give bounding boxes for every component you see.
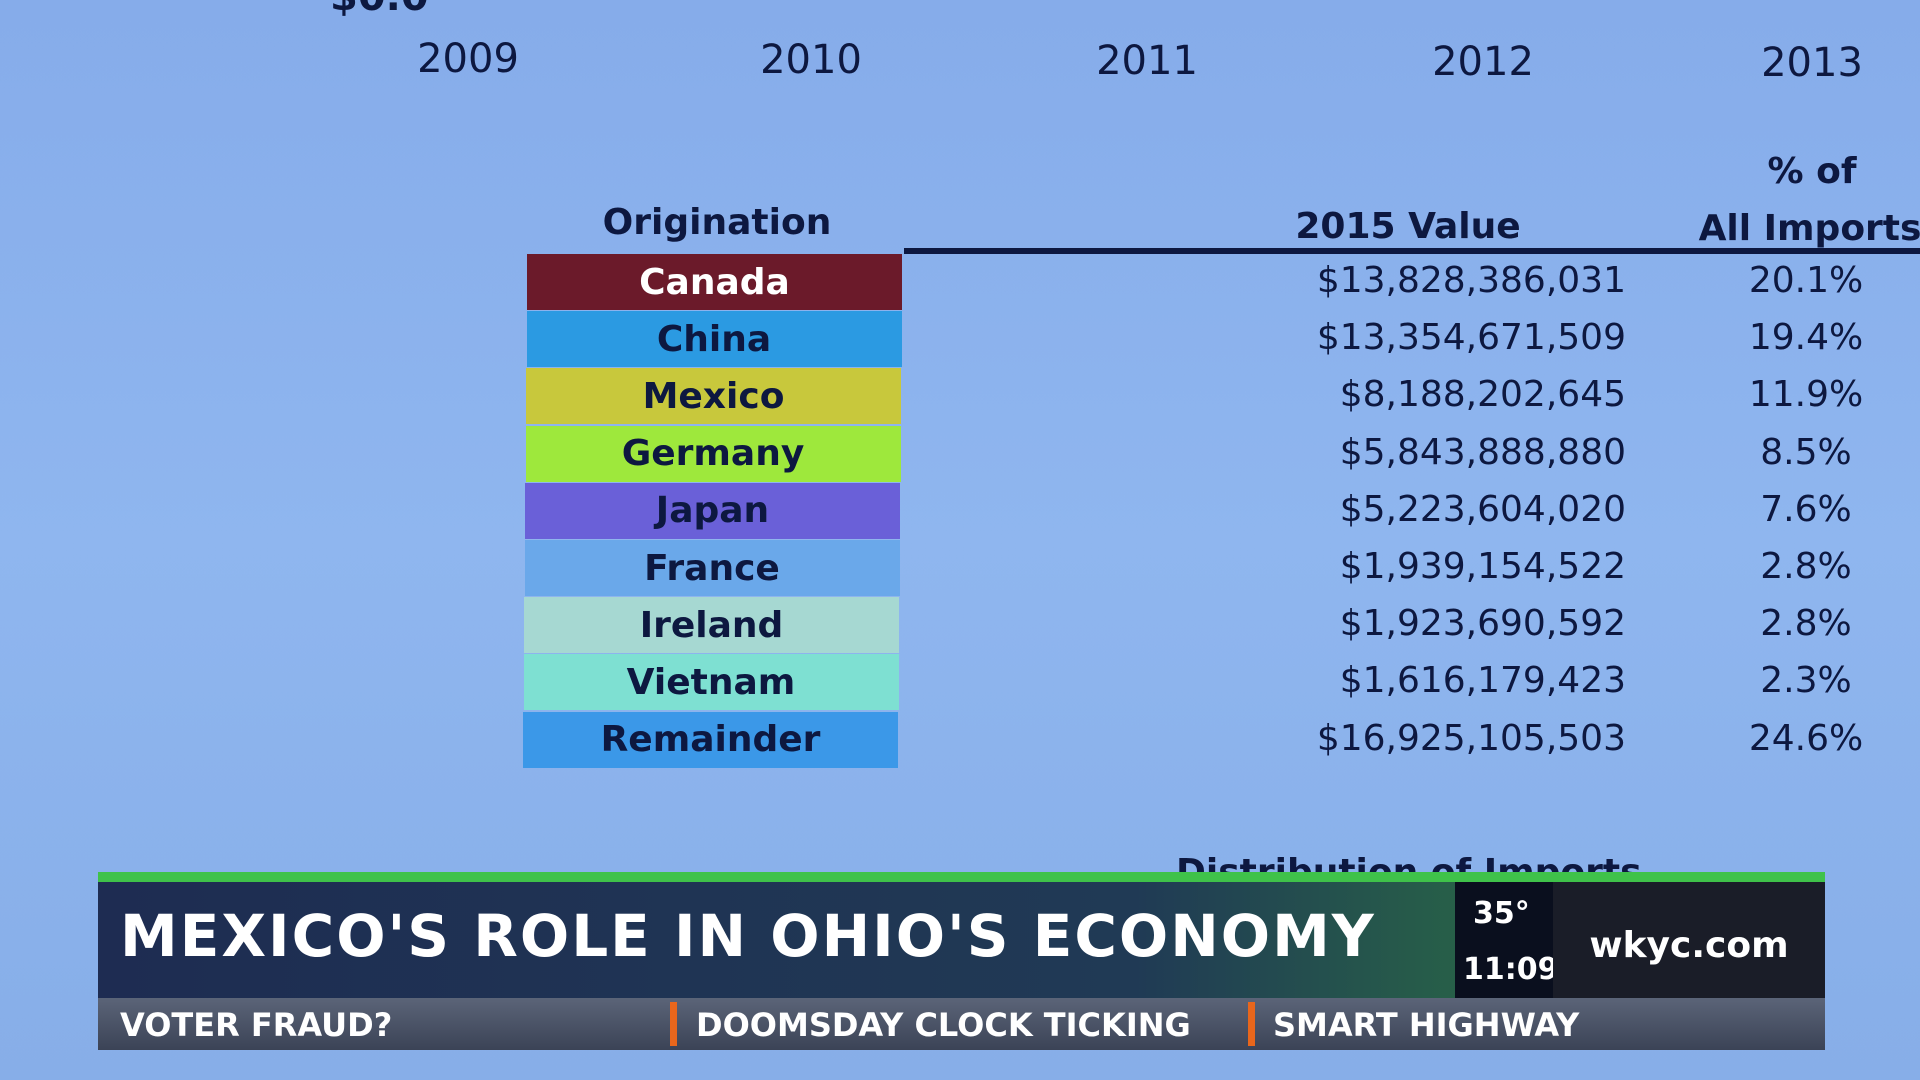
value-cell: $1,616,179,423: [1339, 660, 1626, 702]
time: 11:09: [1463, 952, 1559, 987]
temperature: 35°: [1473, 896, 1530, 931]
origination-cell: France: [524, 540, 900, 596]
headline: MEXICO'S ROLE IN OHIO'S ECONOMY: [120, 902, 1376, 970]
origination-cell: Ireland: [524, 597, 899, 654]
origination-cell: Vietnam: [523, 654, 899, 711]
header-origination: Origination: [602, 202, 832, 243]
logo: wkyc.com: [1553, 882, 1825, 1008]
ticker-separator: [670, 1002, 677, 1046]
value-cell: $16,925,105,503: [1316, 717, 1626, 759]
percent-cell: 2.3%: [1760, 660, 1852, 702]
percent-cell: 7.6%: [1760, 488, 1852, 530]
header-rule: [904, 248, 1920, 254]
year-label: 2009: [417, 36, 519, 82]
ticker-item: VOTER FRAUD?: [120, 1006, 393, 1044]
weather-time: 35° 11:09: [1455, 882, 1559, 1008]
value-cell: $5,843,888,880: [1339, 431, 1626, 473]
header-percent: All Imports: [1698, 208, 1920, 249]
ticker-item: DOOMSDAY CLOCK TICKING: [696, 1006, 1191, 1044]
value-cell: $8,188,202,645: [1339, 374, 1626, 416]
origination-cell: Germany: [525, 425, 901, 482]
value-cell: $1,939,154,522: [1339, 546, 1626, 587]
ticker-separator: [1248, 1002, 1255, 1046]
year-label: 2011: [1096, 38, 1198, 84]
value-cell: $13,828,386,031: [1316, 260, 1626, 301]
origination-cell: Canada: [527, 254, 902, 310]
percent-cell: 2.8%: [1760, 546, 1852, 587]
percent-cell: 20.1%: [1748, 260, 1864, 301]
year-label: 2012: [1432, 39, 1534, 85]
value-cell: $5,223,604,020: [1339, 488, 1626, 530]
header-percent: % of: [1767, 151, 1857, 192]
percent-cell: 19.4%: [1748, 317, 1864, 359]
ticker-item: SMART HIGHWAY: [1273, 1006, 1580, 1044]
value-cell: $13,354,671,509: [1316, 317, 1626, 359]
percent-cell: 11.9%: [1748, 374, 1864, 416]
year-label: 2013: [1761, 40, 1863, 86]
value-cell: $1,923,690,592: [1339, 603, 1626, 645]
percent-cell: 8.5%: [1760, 431, 1852, 473]
percent-cell: 24.6%: [1748, 717, 1864, 759]
ticker: VOTER FRAUD? DOOMSDAY CLOCK TICKING SMAR…: [98, 998, 1825, 1050]
axis-value-label: $0.0: [330, 0, 429, 20]
origination-cell: China: [526, 311, 902, 368]
header-value: 2015 Value: [1295, 206, 1521, 247]
origination-cell: Mexico: [526, 368, 901, 425]
percent-cell: 2.8%: [1760, 603, 1852, 645]
origination-cell: Remainder: [523, 711, 898, 768]
lower-third: MEXICO'S ROLE IN OHIO'S ECONOMY 35° 11:0…: [98, 872, 1825, 1008]
origination-cell: Japan: [525, 482, 900, 539]
year-label: 2010: [760, 37, 862, 83]
